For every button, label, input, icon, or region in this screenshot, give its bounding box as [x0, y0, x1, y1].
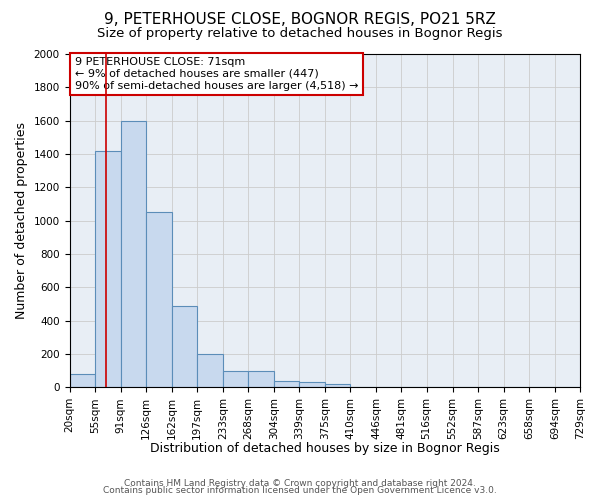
- Bar: [223, 370, 248, 388]
- Bar: [70, 374, 95, 388]
- Bar: [274, 380, 299, 388]
- Text: 9 PETERHOUSE CLOSE: 71sqm
← 9% of detached houses are smaller (447)
90% of semi-: 9 PETERHOUSE CLOSE: 71sqm ← 9% of detach…: [74, 58, 358, 90]
- Text: 9, PETERHOUSE CLOSE, BOGNOR REGIS, PO21 5RZ: 9, PETERHOUSE CLOSE, BOGNOR REGIS, PO21 …: [104, 12, 496, 28]
- Y-axis label: Number of detached properties: Number of detached properties: [15, 122, 28, 319]
- Bar: [95, 150, 121, 388]
- Bar: [172, 306, 197, 388]
- Bar: [197, 354, 223, 388]
- Bar: [325, 384, 350, 388]
- Bar: [248, 370, 274, 388]
- X-axis label: Distribution of detached houses by size in Bognor Regis: Distribution of detached houses by size …: [150, 442, 500, 455]
- Text: Contains public sector information licensed under the Open Government Licence v3: Contains public sector information licen…: [103, 486, 497, 495]
- Bar: [146, 212, 172, 388]
- Text: Contains HM Land Registry data © Crown copyright and database right 2024.: Contains HM Land Registry data © Crown c…: [124, 478, 476, 488]
- Bar: [121, 120, 146, 388]
- Bar: [299, 382, 325, 388]
- Text: Size of property relative to detached houses in Bognor Regis: Size of property relative to detached ho…: [97, 28, 503, 40]
